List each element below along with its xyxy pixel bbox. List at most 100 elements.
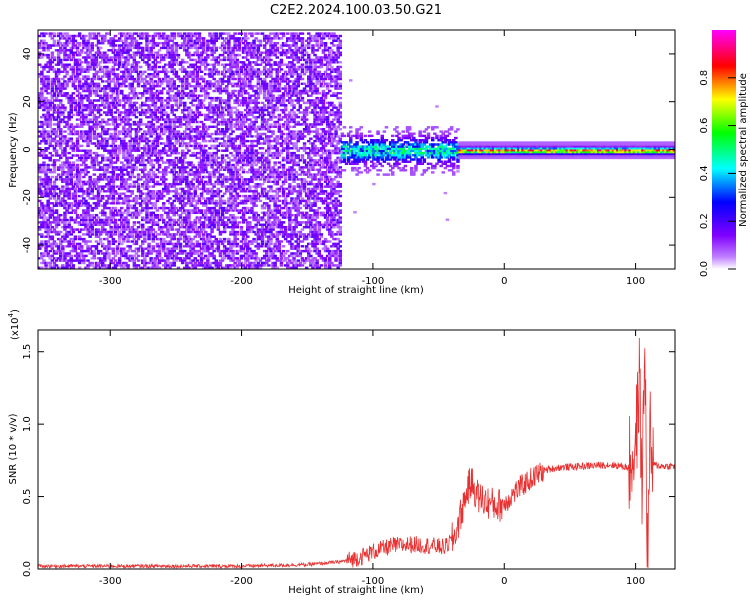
heatmap-cell — [124, 111, 128, 114]
heatmap-cell — [178, 156, 183, 160]
heatmap-cell — [164, 144, 168, 148]
heatmap-cell — [147, 120, 151, 124]
heatmap-cell — [52, 216, 57, 219]
heatmap-cell — [61, 168, 65, 171]
heatmap-cell — [178, 159, 183, 162]
heatmap-cell — [191, 70, 195, 73]
heatmap-cell — [216, 70, 221, 73]
heatmap-cell — [84, 70, 88, 73]
heatmap-cell — [220, 113, 225, 117]
heatmap-cell — [117, 173, 122, 176]
heatmap-cell — [73, 154, 78, 157]
heatmap-cell — [162, 106, 166, 109]
heatmap-cell — [42, 44, 46, 47]
heatmap-cell — [193, 190, 197, 193]
heatmap-cell — [103, 104, 107, 107]
heatmap-cell — [126, 226, 130, 229]
heatmap-cell — [136, 173, 141, 176]
heatmap-cell — [204, 118, 208, 121]
heatmap-cell — [138, 104, 143, 107]
heatmap-cell — [48, 180, 52, 183]
heatmap-cell — [107, 190, 111, 193]
heatmap-cell — [216, 223, 221, 226]
heatmap-cell — [56, 99, 61, 102]
heatmap-cell — [80, 101, 84, 105]
heatmap-cell — [178, 199, 183, 203]
heatmap-cell — [44, 32, 48, 35]
heatmap-cell — [195, 171, 200, 174]
heatmap-cell — [178, 187, 183, 191]
heatmap-cell — [206, 63, 210, 66]
heatmap-cell — [73, 44, 78, 47]
heatmap-cell — [46, 261, 50, 265]
heatmap-cell — [176, 240, 181, 243]
heatmap-cell — [101, 156, 105, 160]
heatmap-cell — [38, 120, 42, 124]
heatmap-cell — [61, 139, 65, 143]
heatmap-cell — [50, 171, 55, 174]
heatmap-cell — [143, 147, 147, 150]
heatmap-cell — [63, 259, 67, 262]
heatmap-cell — [216, 37, 221, 40]
heatmap-cell — [162, 175, 166, 179]
heatmap-cell — [216, 113, 221, 117]
heatmap-cell — [126, 51, 130, 54]
heatmap-cell — [107, 166, 111, 169]
heatmap-cell — [147, 87, 151, 90]
heatmap-cell — [128, 56, 132, 59]
heatmap-cell — [193, 187, 197, 191]
heatmap-cell — [187, 171, 191, 174]
heatmap-cell — [128, 151, 132, 155]
heatmap-cell — [52, 159, 57, 162]
heatmap-cell — [88, 118, 92, 121]
heatmap-cell — [166, 139, 170, 143]
heatmap-cell — [88, 120, 92, 124]
heatmap-cell — [80, 137, 84, 140]
heatmap-cell — [195, 125, 200, 128]
heatmap-cell — [157, 89, 162, 93]
heatmap-cell — [225, 211, 229, 214]
heatmap-cell — [59, 202, 63, 205]
heatmap-cell — [124, 218, 128, 222]
heatmap-cell — [189, 73, 193, 76]
heatmap-cell — [178, 233, 183, 236]
heatmap-cell — [128, 175, 132, 179]
heatmap-cell — [38, 163, 42, 167]
heatmap-cell — [143, 113, 147, 117]
heatmap-cell — [214, 113, 218, 117]
heatmap-cell — [222, 73, 227, 76]
heatmap-cell — [199, 113, 204, 117]
heatmap-cell — [126, 46, 130, 50]
heatmap-cell — [183, 211, 187, 214]
heatmap-cell — [168, 149, 172, 152]
heatmap-cell — [111, 173, 116, 176]
heatmap-cell — [170, 149, 174, 152]
heatmap-cell — [96, 142, 101, 145]
heatmap-cell — [134, 147, 139, 150]
heatmap-cell — [38, 187, 42, 191]
heatmap-cell — [134, 94, 139, 97]
heatmap-cell — [122, 178, 126, 181]
heatmap-cell — [65, 49, 69, 52]
heatmap-cell — [84, 156, 88, 160]
heatmap-cell — [105, 99, 109, 102]
heatmap-cell — [71, 39, 76, 42]
heatmap-cell — [199, 252, 204, 255]
heatmap-cell — [82, 149, 86, 152]
heatmap-cell — [69, 156, 73, 160]
heatmap-cell — [96, 63, 101, 66]
heatmap-cell — [130, 65, 134, 69]
heatmap-cell — [227, 144, 231, 148]
heatmap-cell — [134, 128, 139, 131]
heatmap-cell — [105, 70, 109, 73]
heatmap-cell — [52, 128, 57, 131]
heatmap-cell — [225, 216, 229, 219]
heatmap-cell — [50, 144, 55, 148]
heatmap-cell — [126, 173, 130, 176]
heatmap-cell — [212, 226, 216, 229]
heatmap-cell — [115, 101, 120, 105]
heatmap-cell — [42, 218, 46, 222]
heatmap-cell — [111, 166, 116, 169]
heatmap-cell — [164, 128, 168, 131]
heatmap-cell — [204, 94, 208, 97]
